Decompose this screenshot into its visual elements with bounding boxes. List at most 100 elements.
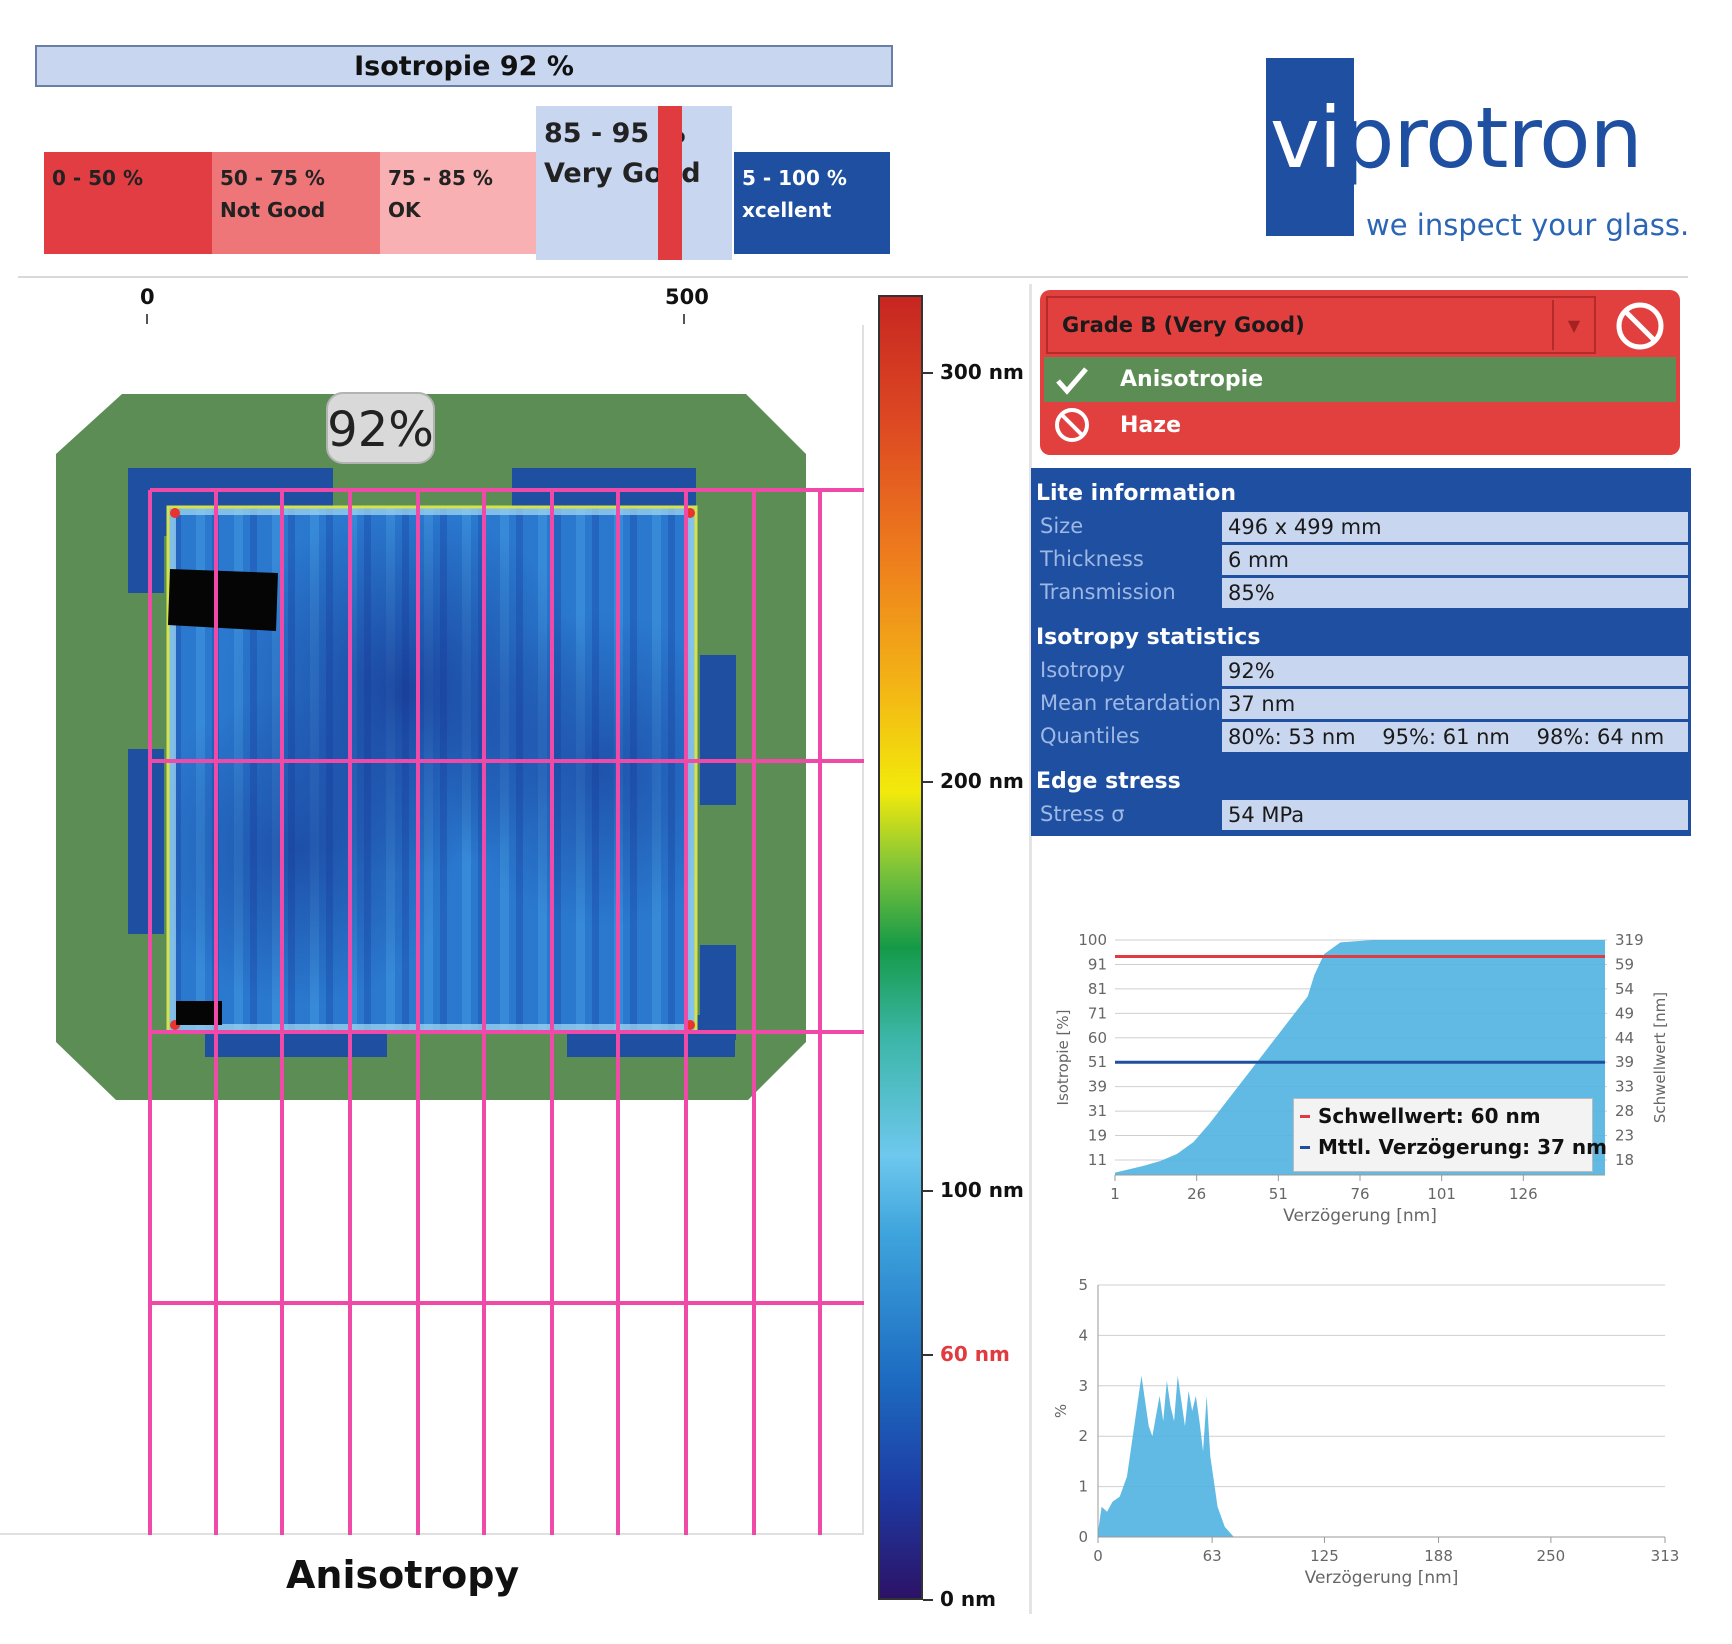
- colorbar-label: 200 nm: [940, 768, 1024, 793]
- isotropy-title: Isotropie 92 %: [35, 45, 893, 87]
- x-axis-label: Verzögerung [nm]: [1283, 1206, 1437, 1226]
- scale-band-range: 85 - 95 %: [544, 118, 686, 149]
- x-tick-mark-500: [683, 314, 685, 324]
- x-tick-label: 188: [1424, 1547, 1453, 1565]
- check-icon: [1056, 366, 1088, 395]
- info-key: Stress σ: [1040, 802, 1125, 826]
- y2-tick-label: 39: [1615, 1053, 1634, 1071]
- isotropy-badge-bg: [326, 392, 435, 464]
- grid-overlay: [148, 488, 864, 1535]
- logo-rest: protron: [1341, 89, 1643, 187]
- y2-tick-label: 59: [1615, 955, 1634, 973]
- x-axis-label: Verzögerung [nm]: [1305, 1568, 1459, 1588]
- colorbar-label: 100 nm: [940, 1177, 1024, 1202]
- y-tick-label: 39: [1088, 1078, 1107, 1096]
- y-tick-label: 51: [1088, 1053, 1107, 1071]
- y-tick-label: 100: [1078, 931, 1107, 949]
- ban-icon[interactable]: [1614, 300, 1666, 352]
- fixture-block: [128, 749, 164, 934]
- x-tick-label: 63: [1203, 1547, 1222, 1565]
- scale-band-range: 75 - 85 %: [388, 166, 493, 190]
- scale-band: 75 - 85 % OK: [380, 152, 536, 254]
- y-tick-label: 4: [1078, 1326, 1088, 1344]
- anisotropy-map: [56, 392, 864, 1535]
- x-tick-label: 1: [1110, 1185, 1120, 1203]
- y2-tick-label: 28: [1615, 1102, 1634, 1120]
- scale-band-label: OK: [388, 198, 421, 222]
- y-tick-label: 5: [1078, 1276, 1088, 1294]
- y-tick-label: 0: [1078, 1528, 1088, 1546]
- chevron-down-icon[interactable]: ▼: [1552, 300, 1594, 350]
- y-tick-label: 31: [1088, 1102, 1107, 1120]
- x-tick-mark-0: [146, 314, 148, 324]
- check-label: Haze: [1120, 412, 1181, 438]
- ban-icon: [1055, 408, 1089, 442]
- info-key: Transmission: [1040, 580, 1176, 604]
- colorbar-tick: [923, 780, 933, 783]
- info-value: 6 mm: [1222, 545, 1688, 575]
- colorbar-tick: [923, 371, 933, 374]
- histogram-area: [1098, 1375, 1665, 1537]
- info-value: 92%: [1222, 656, 1688, 686]
- info-value: 37 nm: [1222, 689, 1688, 719]
- check-row-haze: Haze: [1044, 402, 1676, 448]
- x-tick-500: 500: [665, 285, 709, 309]
- colorbar-label: 300 nm: [940, 359, 1024, 384]
- scale-band: 5 - 100 % xcellent: [734, 152, 890, 254]
- info-key: Quantiles: [1040, 724, 1140, 748]
- y-tick-label: 3: [1078, 1377, 1088, 1395]
- y-tick-label: 1: [1078, 1478, 1088, 1496]
- check-row-anisotropie: Anisotropie: [1044, 357, 1676, 402]
- x-tick-label: 313: [1651, 1547, 1680, 1565]
- logo-tagline: we inspect your glass.: [1366, 208, 1690, 242]
- info-value: 496 x 499 mm: [1222, 512, 1688, 542]
- y2-tick-label: 319: [1615, 931, 1644, 949]
- colorbar-label: 60 nm: [940, 1341, 1010, 1366]
- x-tick-label: 126: [1509, 1185, 1538, 1203]
- colorbar-tick: [923, 1599, 933, 1601]
- scale-band-range: 50 - 75 %: [220, 166, 325, 190]
- fixture-block: [700, 655, 736, 805]
- legend-mean: Mttl. Verzögerung: 37 nm: [1300, 1135, 1607, 1159]
- y-axis-label: Isotropie [%]: [1054, 1010, 1072, 1106]
- x-tick-0: 0: [140, 285, 155, 309]
- y2-axis-label: Schwellwert [nm]: [1651, 992, 1669, 1123]
- x-tick-label: 250: [1537, 1547, 1566, 1565]
- scale-band-label: Very Good: [544, 158, 701, 189]
- info-key: Size: [1040, 514, 1084, 538]
- check-label: Anisotropie: [1120, 367, 1264, 392]
- fixture-block: [128, 468, 164, 593]
- y2-tick-label: 44: [1615, 1029, 1634, 1047]
- chart-legend: [1293, 1098, 1593, 1172]
- y-tick-label: 19: [1088, 1127, 1107, 1145]
- y2-tick-label: 33: [1615, 1078, 1634, 1096]
- x-tick-label: 76: [1350, 1185, 1369, 1203]
- y-tick-label: 91: [1088, 955, 1107, 973]
- y2-tick-label: 23: [1615, 1127, 1634, 1145]
- histogram-chart: 0 1 2 3 4 5 0 63 125 188 250 313 Verzögerung [nm]%: [1052, 1276, 1680, 1588]
- y-tick-label: 81: [1088, 980, 1107, 998]
- scale-band-range: 0 - 50 %: [52, 166, 143, 190]
- legend-threshold-label: Schwellwert: 60 nm: [1318, 1104, 1541, 1128]
- info-value: 54 MPa: [1222, 800, 1688, 830]
- logo-vi: vi: [1270, 89, 1342, 187]
- scale-band-label: xcellent: [742, 198, 832, 222]
- info-section-title: Edge stress: [1036, 769, 1181, 794]
- info-section-title: Isotropy statistics: [1036, 625, 1261, 650]
- y-tick-label: 60: [1088, 1029, 1107, 1047]
- info-value: 80%: 53 nm 95%: 61 nm 98%: 64 nm: [1222, 722, 1688, 752]
- scale-band: 85 - 95 % Very Good: [536, 106, 732, 260]
- colorbar-tick: [923, 1353, 933, 1356]
- y2-tick-label: 18: [1615, 1151, 1634, 1169]
- y2-tick-label: 54: [1615, 980, 1634, 998]
- isotropy-badge: 92%: [327, 402, 434, 458]
- grade-select[interactable]: Grade B (Very Good): [1046, 296, 1596, 354]
- info-key: Thickness: [1040, 547, 1144, 571]
- masked-region: [168, 569, 278, 631]
- legend-mean-label: Mttl. Verzögerung: 37 nm: [1318, 1135, 1608, 1159]
- y-tick-label: 71: [1088, 1004, 1107, 1022]
- logo: viprotron: [1270, 96, 1643, 180]
- info-key: Mean retardation: [1040, 691, 1221, 715]
- anisotropy-image-panel[interactable]: [0, 325, 864, 1535]
